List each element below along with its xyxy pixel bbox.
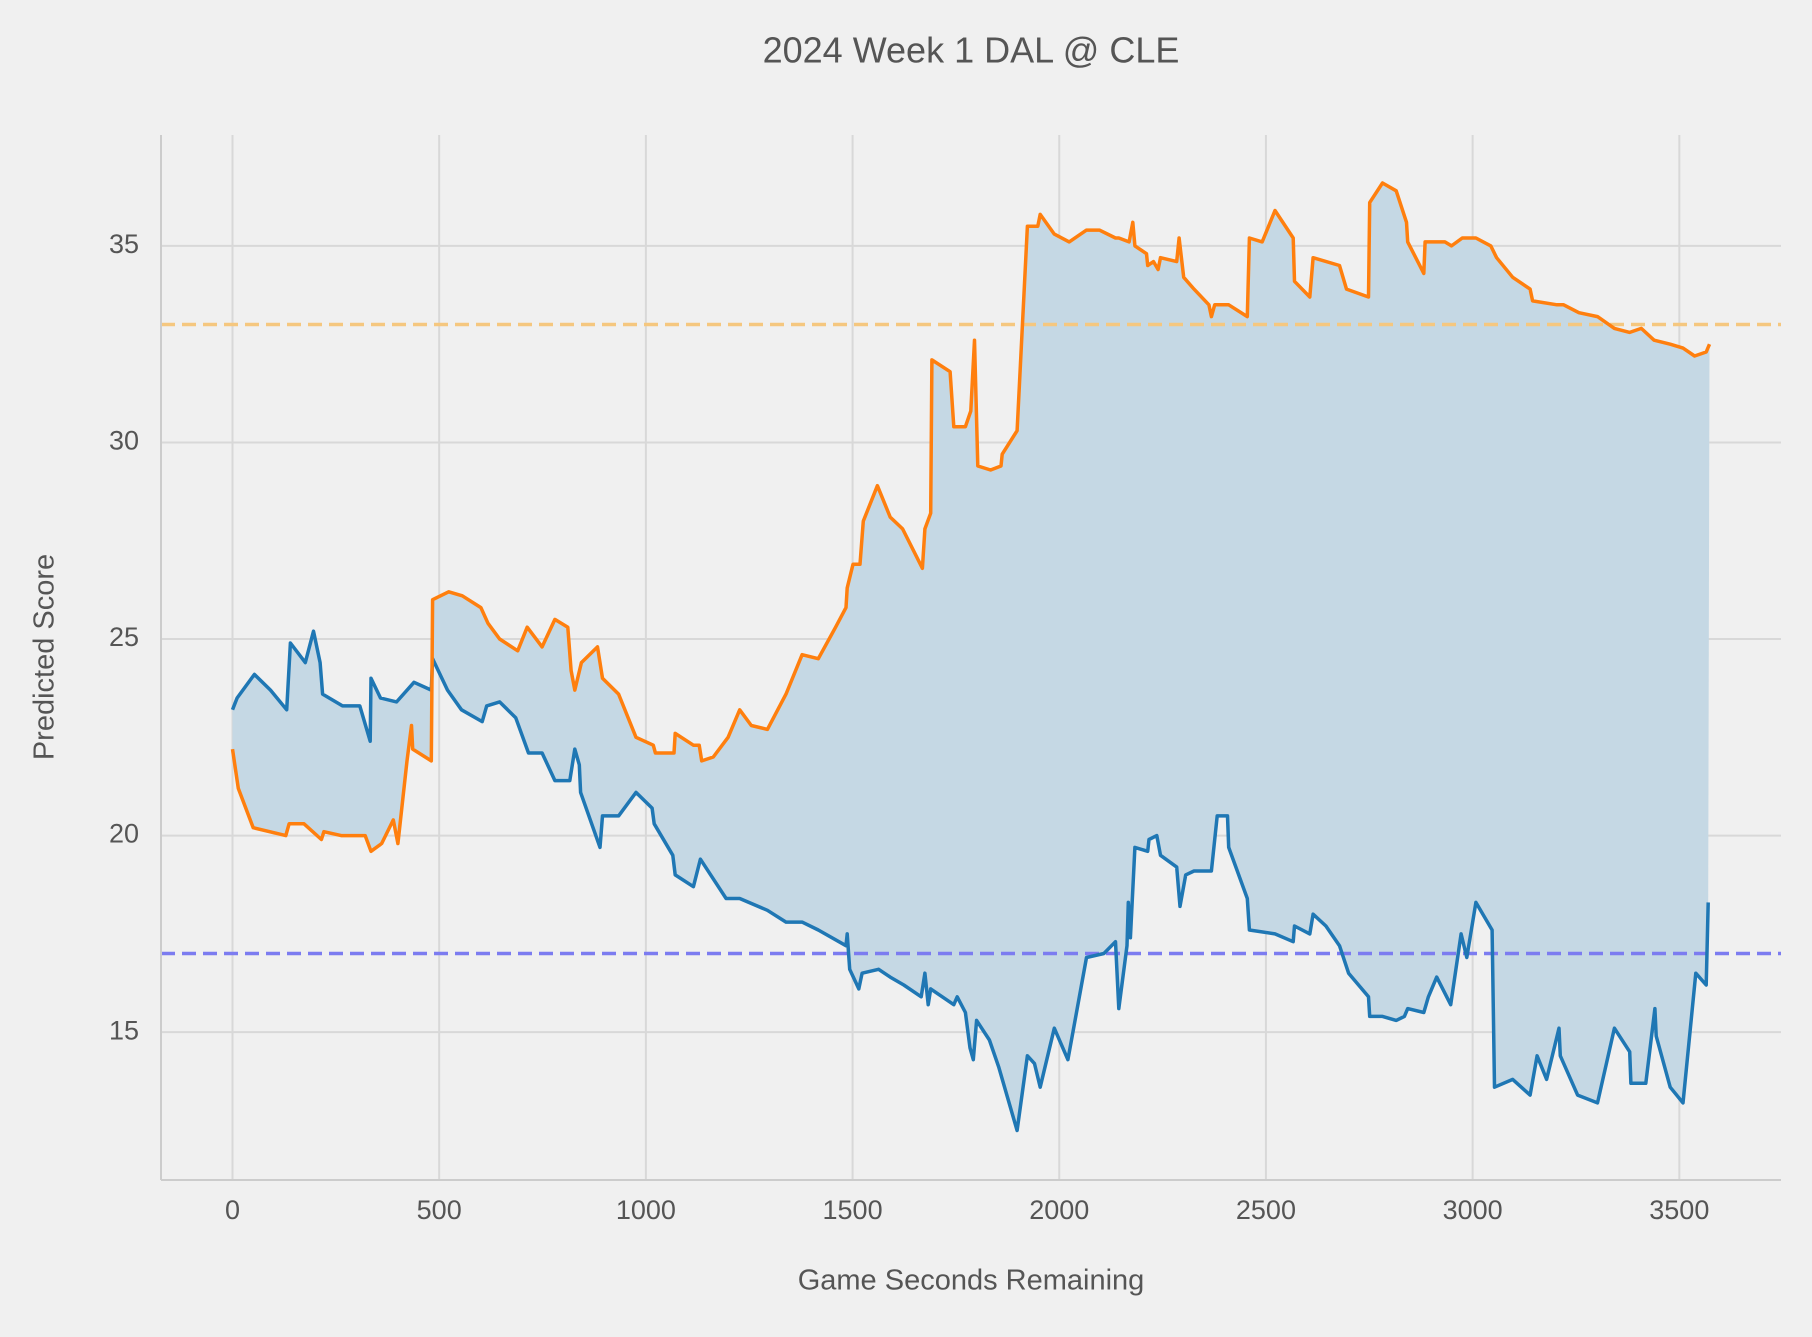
series-line xyxy=(230,629,1710,1133)
x-tick-label: 2000 xyxy=(1029,1195,1089,1225)
y-tick-label: 25 xyxy=(109,622,139,652)
x-tick-label: 1500 xyxy=(823,1195,883,1225)
series-line xyxy=(230,181,1712,854)
chart-title: 2024 Week 1 DAL @ CLE xyxy=(763,30,1180,71)
x-tick-label: 0 xyxy=(225,1195,240,1225)
y-tick-label: 35 xyxy=(109,229,139,259)
x-tick-label: 2500 xyxy=(1236,1195,1296,1225)
tick-labels: 0 500 1000 1500 2000 2500 3000 3500 15 20 25 30 35 xyxy=(109,229,1709,1225)
y-tick-label: 15 xyxy=(109,1015,139,1045)
y-axis-label: Predicted Score xyxy=(29,554,61,760)
x-tick-label: 500 xyxy=(417,1195,462,1225)
x-axis-label: Game Seconds Remaining xyxy=(798,1265,1145,1297)
y-tick-label: 30 xyxy=(109,426,139,456)
fill-between-area xyxy=(232,183,1710,1131)
x-tick-label: 3000 xyxy=(1443,1195,1503,1225)
plot-area xyxy=(161,181,1781,1133)
y-tick-label: 20 xyxy=(109,819,139,849)
x-tick-label: 3500 xyxy=(1649,1195,1709,1225)
x-tick-label: 1000 xyxy=(616,1195,676,1225)
